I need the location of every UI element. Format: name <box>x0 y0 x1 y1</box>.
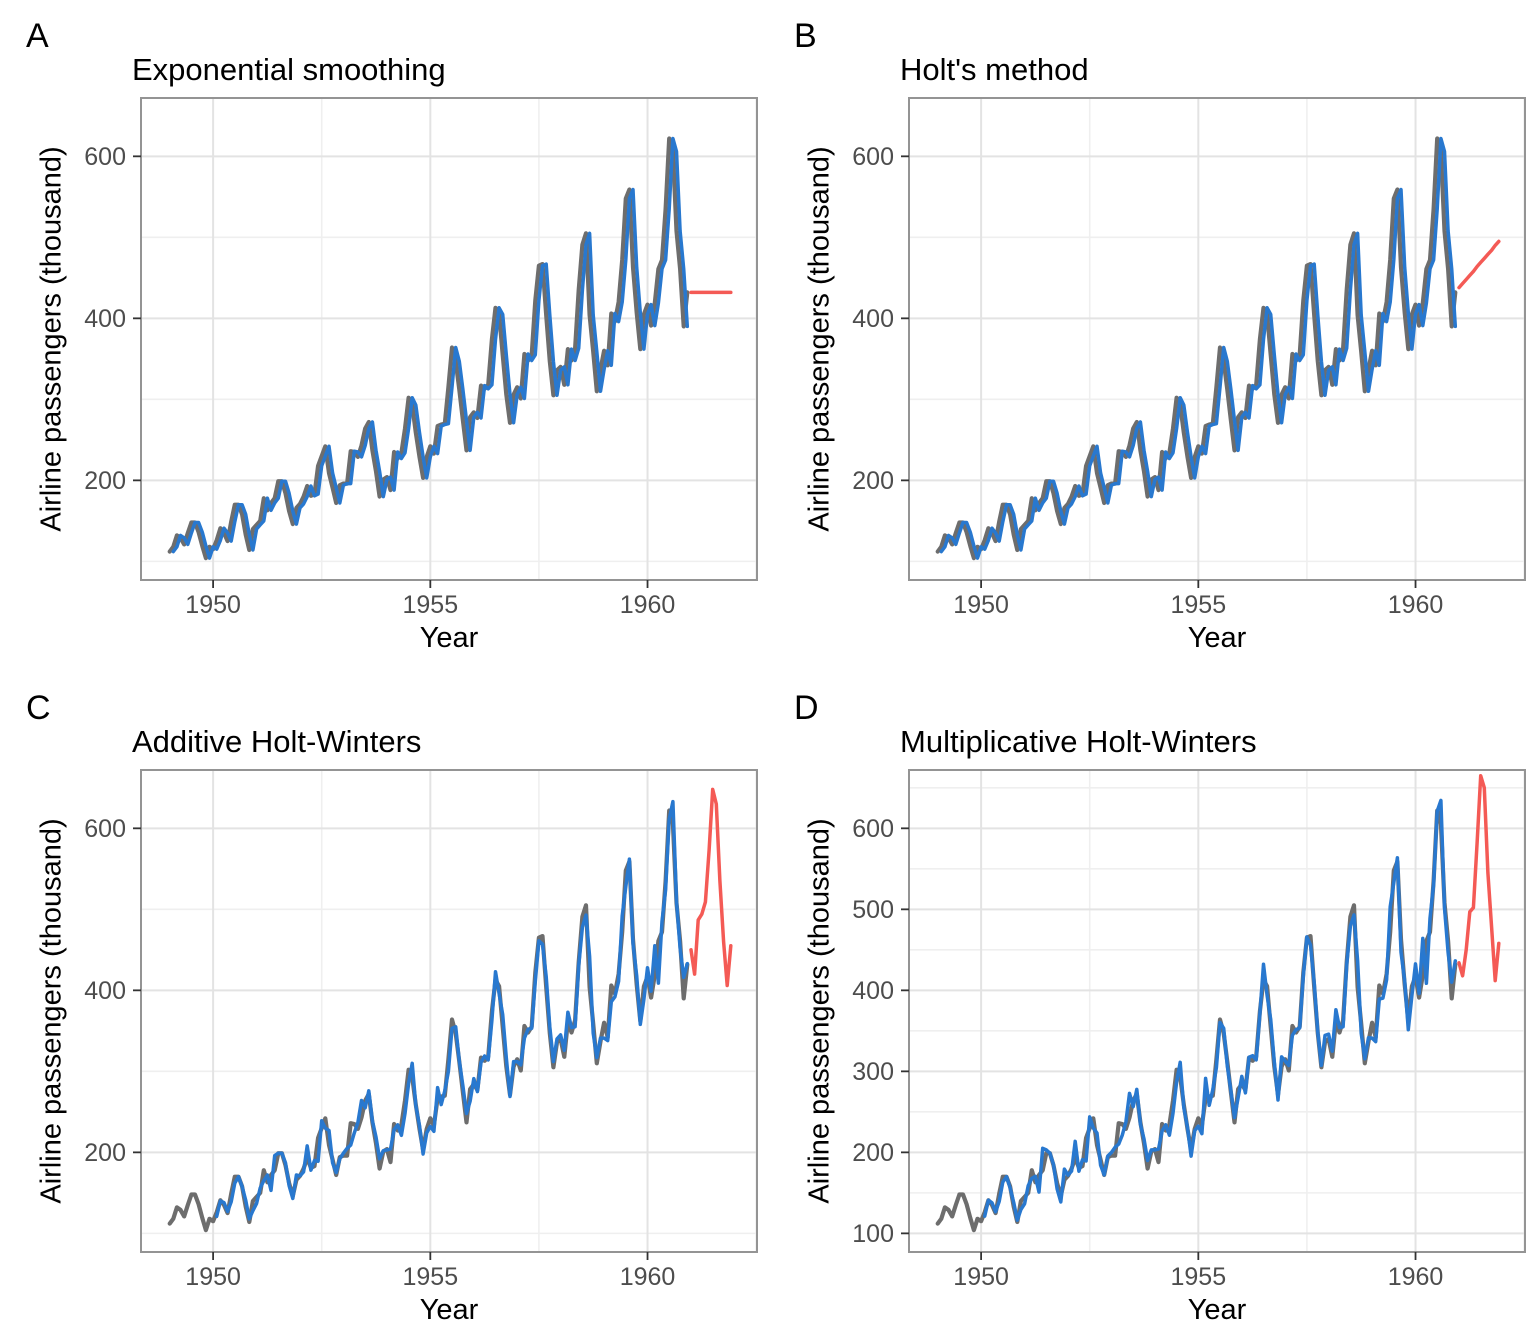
fitted-line <box>982 798 1458 1222</box>
observed-line <box>167 136 690 561</box>
y-axis-title: Airline passengers (thousand) <box>35 146 68 532</box>
x-tick-label: 1950 <box>185 591 241 619</box>
plot-background <box>909 770 1525 1252</box>
panel-border <box>908 97 1526 581</box>
panel-tag: A <box>26 17 49 55</box>
y-tick-label: 100 <box>852 1220 894 1248</box>
fitted-line <box>939 136 1458 560</box>
y-tick-label: 500 <box>852 896 894 924</box>
y-tick-label: 400 <box>852 977 894 1005</box>
panel-border <box>140 769 758 1253</box>
y-tick-label: 600 <box>84 815 126 843</box>
y-tick-label: 600 <box>852 815 894 843</box>
x-axis-title: Year <box>1187 622 1247 654</box>
y-tick-label: 400 <box>84 977 126 1005</box>
panel-border <box>908 769 1526 1253</box>
fitted-line <box>171 136 690 560</box>
x-tick-label: 1960 <box>620 591 676 619</box>
chart-canvas-multiplicative-holt-winters: 1950 1955 1960 100 200 300 400 500 600 <box>852 769 1526 1291</box>
x-tick-label: 1955 <box>1171 1263 1227 1291</box>
y-tick-label: 200 <box>84 467 126 495</box>
y-tick-label: 200 <box>84 1139 126 1167</box>
observed-line <box>935 136 1458 561</box>
y-tick-labels: 200 400 600 <box>84 815 126 1167</box>
panel-tag: C <box>26 689 51 727</box>
forecast-line <box>1457 773 1501 983</box>
panel-multiplicative-holt-winters: 1950 1955 1960 100 200 300 400 500 600 D Multipl… <box>768 672 1536 1344</box>
forecast-line <box>1457 239 1501 290</box>
x-tick-labels: 1950 1955 1960 <box>185 591 675 619</box>
x-tick-label: 1950 <box>185 1263 241 1291</box>
chart-canvas-additive-holt-winters: 1950 1955 1960 200 400 600 <box>84 769 758 1291</box>
chart-canvas-exponential-smoothing: 1950 1955 1960 200 400 600 <box>84 97 758 619</box>
panel-exponential-smoothing: 1950 1955 1960 200 400 600 A Exponential smoo… <box>0 0 768 672</box>
x-tick-label: 1960 <box>1388 1263 1444 1291</box>
forecast-line <box>689 787 733 988</box>
tick-marks <box>133 827 649 1260</box>
fitted-line <box>214 799 690 1221</box>
x-axis-title: Year <box>1187 1294 1247 1326</box>
x-tick-label: 1955 <box>1171 591 1227 619</box>
x-tick-label: 1950 <box>953 1263 1009 1291</box>
x-tick-labels: 1950 1955 1960 <box>953 1263 1443 1291</box>
x-tick-labels: 1950 1955 1960 <box>185 1263 675 1291</box>
y-tick-label: 600 <box>852 143 894 171</box>
y-tick-label: 200 <box>852 1139 894 1167</box>
x-tick-label: 1960 <box>1388 591 1444 619</box>
grid-major <box>141 770 757 1252</box>
chart-canvas-holts-method: 1950 1955 1960 200 400 600 <box>852 97 1526 619</box>
plot-background <box>141 98 757 580</box>
y-tick-label: 400 <box>84 305 126 333</box>
panel-tag: B <box>794 17 817 55</box>
y-axis-title: Airline passengers (thousand) <box>803 818 836 1204</box>
panel-border <box>140 97 758 581</box>
panel-holts-method: 1950 1955 1960 200 400 600 B Holt's method Ai… <box>768 0 1536 672</box>
tick-marks <box>133 155 649 588</box>
tick-marks <box>901 827 1417 1260</box>
panel-title: Exponential smoothing <box>132 52 446 87</box>
y-tick-label: 600 <box>84 143 126 171</box>
x-tick-labels: 1950 1955 1960 <box>953 591 1443 619</box>
panel-title: Additive Holt-Winters <box>132 724 422 759</box>
x-tick-label: 1950 <box>953 591 1009 619</box>
x-axis-title: Year <box>419 622 479 654</box>
y-tick-label: 400 <box>852 305 894 333</box>
y-tick-labels: 100 200 300 400 500 600 <box>852 815 894 1248</box>
panel-additive-holt-winters: 1950 1955 1960 200 400 600 C Additive Holt-Wi… <box>0 672 768 1344</box>
y-tick-label: 200 <box>852 467 894 495</box>
plot-background <box>141 770 757 1252</box>
x-tick-label: 1955 <box>403 591 459 619</box>
x-tick-label: 1960 <box>620 1263 676 1291</box>
x-tick-label: 1955 <box>403 1263 459 1291</box>
y-axis-title: Airline passengers (thousand) <box>803 146 836 532</box>
x-axis-title: Year <box>419 1294 479 1326</box>
y-tick-labels: 200 400 600 <box>852 143 894 495</box>
y-axis-title: Airline passengers (thousand) <box>35 818 68 1204</box>
plot-background <box>909 98 1525 580</box>
panel-title: Holt's method <box>900 52 1089 87</box>
panel-title: Multiplicative Holt-Winters <box>900 724 1257 759</box>
y-tick-labels: 200 400 600 <box>84 143 126 495</box>
y-tick-label: 300 <box>852 1058 894 1086</box>
tick-marks <box>901 155 1417 588</box>
panel-tag: D <box>794 689 819 727</box>
